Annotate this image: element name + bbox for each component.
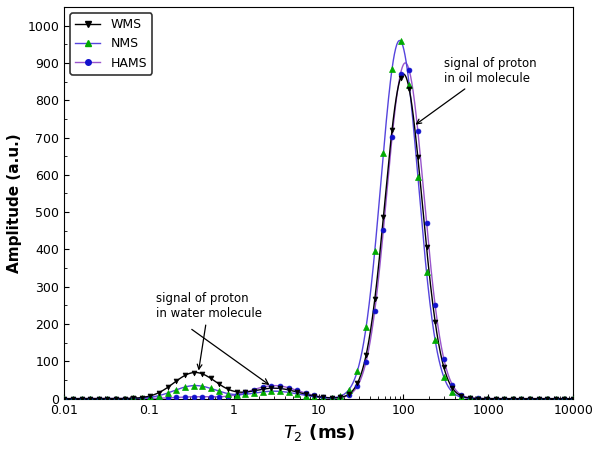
WMS bbox=[61, 396, 68, 401]
WMS bbox=[190, 370, 197, 375]
Legend: WMS, NMS, HAMS: WMS, NMS, HAMS bbox=[70, 13, 152, 75]
NMS bbox=[224, 391, 232, 396]
NMS bbox=[207, 386, 214, 391]
NMS bbox=[397, 38, 404, 44]
WMS bbox=[380, 214, 387, 220]
NMS bbox=[233, 392, 241, 397]
X-axis label: $T_2$ (ms): $T_2$ (ms) bbox=[283, 422, 355, 443]
WMS bbox=[207, 376, 214, 381]
NMS bbox=[61, 396, 68, 401]
WMS bbox=[224, 387, 232, 392]
HAMS bbox=[224, 393, 232, 399]
HAMS bbox=[190, 394, 197, 400]
HAMS bbox=[207, 394, 214, 400]
HAMS bbox=[61, 396, 68, 401]
NMS bbox=[569, 396, 577, 401]
WMS bbox=[233, 389, 241, 395]
HAMS bbox=[380, 227, 387, 233]
HAMS bbox=[233, 392, 241, 397]
Text: signal of proton
in oil molecule: signal of proton in oil molecule bbox=[416, 57, 536, 124]
WMS bbox=[569, 396, 577, 401]
Text: signal of proton
in water molecule: signal of proton in water molecule bbox=[156, 292, 262, 369]
Line: HAMS: HAMS bbox=[62, 68, 575, 401]
NMS bbox=[380, 150, 387, 156]
WMS bbox=[397, 76, 404, 81]
NMS bbox=[190, 383, 197, 388]
HAMS bbox=[147, 396, 154, 401]
HAMS bbox=[406, 68, 413, 73]
NMS bbox=[147, 395, 154, 400]
WMS bbox=[147, 393, 154, 399]
HAMS bbox=[569, 396, 577, 401]
Line: WMS: WMS bbox=[62, 76, 575, 401]
Y-axis label: Amplitude (a.u.): Amplitude (a.u.) bbox=[7, 133, 22, 273]
Line: NMS: NMS bbox=[61, 38, 576, 401]
